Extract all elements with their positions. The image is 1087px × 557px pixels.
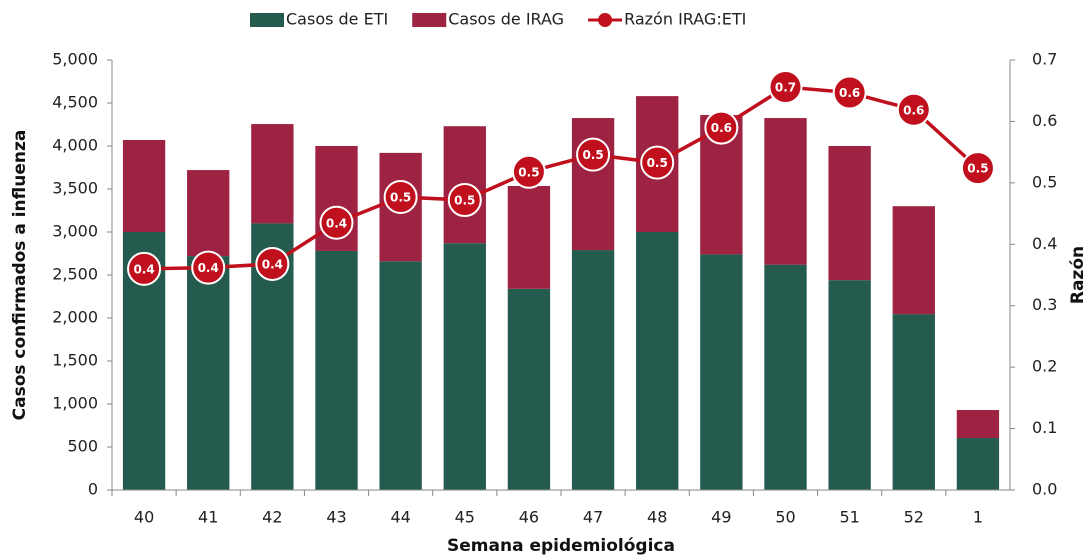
- data-label: 0.5: [518, 165, 539, 179]
- data-label: 0.5: [967, 162, 988, 176]
- y2-axis-title: Razón: [1068, 246, 1087, 304]
- legend-marker: [598, 13, 613, 27]
- marker: [576, 137, 611, 172]
- legend-label: Razón IRAG:ETI: [624, 10, 746, 29]
- y-tick-label: 2,000: [52, 308, 98, 327]
- x-tick-label: 44: [390, 508, 410, 527]
- data-label: 0.5: [582, 148, 603, 162]
- y2-tick-label: 0.3: [1032, 295, 1057, 314]
- bar: [251, 124, 294, 224]
- bar: [636, 232, 679, 490]
- y-tick-label: 0: [88, 480, 98, 499]
- x-tick-label: 49: [711, 508, 731, 527]
- x-tick-label: 47: [583, 508, 603, 527]
- x-tick-label: 48: [647, 508, 667, 527]
- bar: [315, 250, 358, 490]
- y-tick-label: 4,500: [52, 93, 98, 112]
- bar: [956, 437, 1000, 490]
- data-label: 0.7: [775, 81, 796, 95]
- x-tick-label: 52: [904, 508, 924, 527]
- x-axis-title: Semana epidemiológica: [447, 536, 675, 556]
- bar: [187, 256, 230, 490]
- marker: [832, 75, 867, 110]
- bar: [379, 261, 422, 490]
- data-label: 0.6: [711, 121, 732, 135]
- bar: [122, 139, 166, 232]
- marker: [191, 250, 226, 285]
- data-label: 0.5: [647, 156, 668, 170]
- data-label: 0.4: [262, 257, 283, 271]
- x-tick-label: 1: [973, 508, 983, 527]
- y2-tick-label: 0.2: [1032, 357, 1057, 376]
- x-tick-label: 43: [326, 508, 346, 527]
- bar: [828, 280, 871, 490]
- data-label: 0.5: [454, 194, 475, 208]
- bar: [187, 170, 230, 257]
- y-tick-label: 3,500: [52, 179, 98, 198]
- x-tick-label: 45: [455, 508, 475, 527]
- y-tick-label: 4,000: [52, 136, 98, 155]
- y-axis-title: Casos confirmados a influenza: [10, 130, 30, 421]
- x-tick-label: 42: [262, 508, 282, 527]
- y2-tick-label: 0.0: [1032, 480, 1057, 499]
- y2-tick-label: 0.4: [1032, 234, 1057, 253]
- bar: [892, 314, 935, 490]
- marker: [255, 246, 290, 281]
- y-tick-label: 2,500: [52, 265, 98, 284]
- x-tick-label: 41: [198, 508, 218, 527]
- legend-label: Casos de ETI: [286, 10, 388, 29]
- data-label: 0.6: [903, 103, 924, 117]
- data-label: 0.4: [198, 261, 219, 275]
- marker: [960, 151, 995, 186]
- bar: [443, 243, 486, 490]
- x-tick-label: 50: [775, 508, 795, 527]
- y2-tick-label: 0.5: [1032, 172, 1057, 191]
- y2-tick-label: 0.1: [1032, 418, 1057, 437]
- data-label: 0.4: [133, 262, 154, 276]
- bar: [571, 250, 615, 490]
- bar: [507, 288, 551, 490]
- marker: [768, 70, 803, 105]
- marker: [896, 92, 931, 127]
- bar: [764, 264, 807, 490]
- data-label: 0.5: [390, 190, 411, 204]
- y-tick-label: 1,500: [52, 351, 98, 370]
- marker: [319, 205, 354, 240]
- bar: [764, 118, 807, 265]
- bar: [828, 146, 871, 281]
- y2-tick-label: 0.6: [1032, 111, 1057, 130]
- x-tick-label: 40: [134, 508, 154, 527]
- y-tick-label: 5,000: [52, 50, 98, 69]
- data-label: 0.4: [326, 216, 347, 230]
- bar: [892, 206, 935, 315]
- x-tick-label: 46: [519, 508, 539, 527]
- bar: [507, 185, 551, 289]
- legend-label: Casos de IRAG: [448, 10, 564, 29]
- legend-swatch: [412, 13, 447, 27]
- marker: [511, 154, 546, 189]
- legend-swatch: [250, 13, 284, 27]
- marker: [640, 145, 675, 180]
- marker: [127, 251, 162, 286]
- y2-tick-label: 0.7: [1032, 50, 1057, 69]
- y-tick-label: 500: [67, 437, 98, 456]
- marker: [704, 110, 739, 145]
- marker: [447, 183, 482, 218]
- marker: [383, 179, 418, 214]
- x-tick-label: 51: [839, 508, 859, 527]
- bar: [956, 410, 1000, 438]
- y-tick-label: 3,000: [52, 222, 98, 241]
- bar: [700, 254, 743, 490]
- y-tick-label: 1,000: [52, 394, 98, 413]
- data-label: 0.6: [839, 86, 860, 100]
